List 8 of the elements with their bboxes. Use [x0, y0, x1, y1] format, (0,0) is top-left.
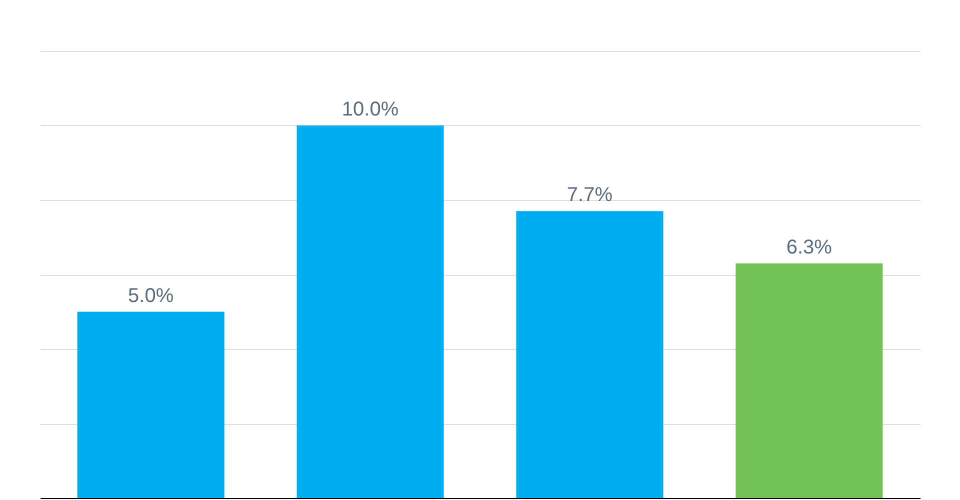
data-label: 5.0%	[128, 284, 174, 307]
bar	[77, 312, 224, 498]
bar	[296, 126, 444, 498]
data-label: 7.7%	[566, 184, 613, 206]
bar	[736, 263, 883, 498]
data-label: 6.3%	[786, 236, 832, 258]
data-label: 10.0%	[342, 98, 399, 120]
bar	[516, 211, 664, 498]
